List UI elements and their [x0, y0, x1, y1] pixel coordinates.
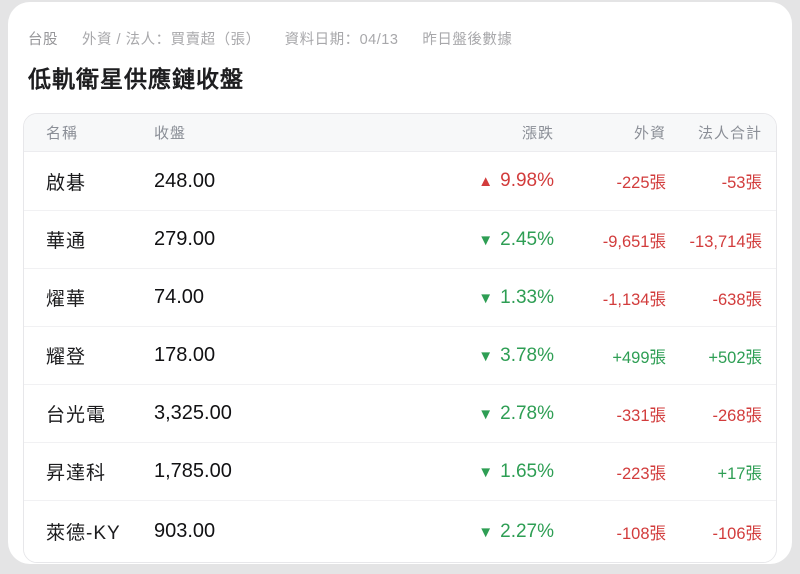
content-card: 台股 外資 / 法人：買賣超（張） 資料日期：04/13 昨日盤後數據 低軌衛星… [8, 2, 792, 564]
close-price: 248.00 [154, 169, 216, 192]
breadcrumb: 台股 外資 / 法人：買賣超（張） 資料日期：04/13 昨日盤後數據 [28, 28, 777, 49]
change-percent: ▼ 2.45% [324, 229, 554, 251]
change-percent: ▼ 2.78% [324, 403, 554, 425]
foreign-net: -9,651張 [602, 232, 666, 251]
institutional-net: -13,714張 [689, 232, 762, 251]
change-percent: ▲ 9.98% [324, 170, 554, 192]
table-row[interactable]: 萊德-KY 903.00 ▼ 2.27% -108張 -106張 [24, 500, 776, 562]
page-title: 低軌衛星供應鏈收盤 [28, 66, 244, 92]
stock-name: 萊德-KY [46, 523, 121, 544]
close-price: 903.00 [154, 520, 216, 542]
change-value: 2.45% [500, 228, 554, 250]
change-value: 3.78% [500, 344, 554, 366]
change-value: 1.33% [500, 286, 554, 308]
stock-name: 耀登 [46, 347, 87, 368]
close-price: 279.00 [154, 228, 216, 250]
table-row[interactable]: 燿華 74.00 ▼ 1.33% -1,134張 -638張 [24, 268, 776, 326]
change-value: 2.27% [500, 520, 554, 542]
header-total: 法人合計 [697, 125, 762, 142]
stock-name: 啟碁 [46, 172, 87, 194]
header-close: 收盤 [154, 125, 187, 142]
institutional-net: +17張 [717, 464, 763, 483]
table-header-row: 名稱 收盤 漲跌 外資 法人合計 [24, 114, 776, 152]
direction-icon: ▼ [478, 463, 494, 481]
institutional-net: -106張 [712, 524, 762, 543]
direction-icon: ▼ [478, 405, 494, 423]
table-row[interactable]: 啟碁 248.00 ▲ 9.98% -225張 -53張 [24, 152, 776, 210]
breadcrumb-date: 資料日期：04/13 [284, 32, 399, 48]
table-row[interactable]: 台光電 3,325.00 ▼ 2.78% -331張 -268張 [24, 384, 776, 442]
breadcrumb-market: 台股 [28, 32, 58, 48]
table-body: 啟碁 248.00 ▲ 9.98% -225張 -53張 華通 279.00 ▼ 2… [24, 152, 776, 562]
header-change: 漲跌 [521, 125, 554, 142]
table-row[interactable]: 耀登 178.00 ▼ 3.78% +499張 +502張 [24, 326, 776, 384]
direction-icon: ▼ [478, 231, 494, 249]
stock-name: 華通 [46, 231, 87, 252]
close-price: 1,785.00 [154, 460, 232, 482]
close-price: 3,325.00 [154, 402, 232, 424]
breadcrumb-note: 昨日盤後數據 [422, 32, 513, 48]
direction-icon: ▼ [478, 289, 494, 307]
change-percent: ▼ 3.78% [324, 345, 554, 367]
direction-icon: ▲ [478, 173, 494, 190]
change-percent: ▼ 1.33% [324, 287, 554, 309]
change-percent: ▼ 1.65% [324, 461, 554, 483]
stock-name: 燿華 [46, 289, 87, 310]
institutional-net: -53張 [721, 174, 762, 192]
table-row[interactable]: 華通 279.00 ▼ 2.45% -9,651張 -13,714張 [24, 210, 776, 268]
change-percent: ▼ 2.27% [324, 521, 554, 543]
close-price: 178.00 [154, 344, 216, 366]
change-value: 2.78% [500, 402, 554, 424]
direction-icon: ▼ [478, 347, 494, 365]
foreign-net: -225張 [616, 174, 666, 192]
breadcrumb-metric: 外資 / 法人：買賣超（張） [82, 32, 261, 48]
foreign-net: +499張 [612, 348, 666, 367]
institutional-net: -268張 [712, 406, 762, 425]
header-foreign: 外資 [633, 125, 666, 142]
institutional-net: +502張 [708, 348, 762, 367]
foreign-net: -331張 [616, 406, 666, 425]
stock-name: 昇達科 [46, 463, 107, 484]
stock-table: 名稱 收盤 漲跌 外資 法人合計 啟碁 248.00 ▲ 9.98% -225張 … [23, 113, 777, 563]
close-price: 74.00 [154, 286, 205, 308]
foreign-net: -223張 [616, 464, 666, 483]
table-row[interactable]: 昇達科 1,785.00 ▼ 1.65% -223張 +17張 [24, 442, 776, 500]
header-name: 名稱 [46, 125, 79, 142]
direction-icon: ▼ [478, 523, 494, 541]
stock-name: 台光電 [46, 405, 107, 426]
change-value: 9.98% [500, 170, 554, 191]
change-value: 1.65% [500, 460, 554, 482]
foreign-net: -1,134張 [602, 290, 666, 309]
institutional-net: -638張 [712, 290, 762, 309]
foreign-net: -108張 [616, 524, 666, 543]
